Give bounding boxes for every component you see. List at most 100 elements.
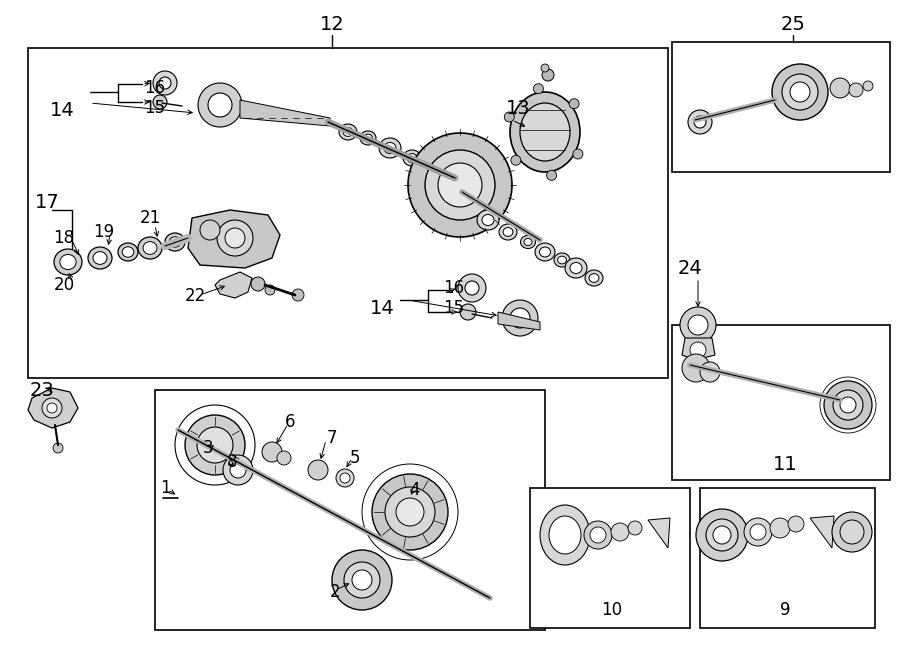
Circle shape <box>542 69 554 81</box>
Ellipse shape <box>520 235 536 249</box>
Circle shape <box>230 462 246 478</box>
Circle shape <box>438 163 482 207</box>
Ellipse shape <box>143 242 157 254</box>
Ellipse shape <box>499 224 517 240</box>
Circle shape <box>153 95 167 109</box>
Text: 15: 15 <box>444 299 464 317</box>
Circle shape <box>790 82 810 102</box>
Circle shape <box>262 442 282 462</box>
Circle shape <box>863 81 873 91</box>
Text: 20: 20 <box>53 276 75 294</box>
Bar <box>28 48 668 378</box>
Ellipse shape <box>93 252 107 264</box>
Circle shape <box>265 285 275 295</box>
Ellipse shape <box>482 215 494 225</box>
Circle shape <box>47 403 57 413</box>
Ellipse shape <box>585 270 603 286</box>
Ellipse shape <box>503 227 513 237</box>
Circle shape <box>385 487 435 537</box>
Text: 2: 2 <box>329 583 340 601</box>
Circle shape <box>502 300 538 336</box>
Polygon shape <box>648 518 670 548</box>
Ellipse shape <box>343 128 353 136</box>
Ellipse shape <box>138 237 162 259</box>
Circle shape <box>788 516 804 532</box>
Circle shape <box>772 64 828 120</box>
Circle shape <box>53 443 63 453</box>
Text: 17: 17 <box>34 192 59 212</box>
Text: 14: 14 <box>370 299 394 317</box>
Circle shape <box>700 362 720 382</box>
Polygon shape <box>240 100 330 126</box>
Circle shape <box>42 398 62 418</box>
Text: 9: 9 <box>779 601 790 619</box>
Ellipse shape <box>60 254 76 270</box>
Circle shape <box>223 455 253 485</box>
Circle shape <box>159 77 171 89</box>
Ellipse shape <box>165 233 185 251</box>
Ellipse shape <box>477 210 499 230</box>
Circle shape <box>744 518 772 546</box>
Circle shape <box>425 150 495 220</box>
Text: 19: 19 <box>94 223 114 241</box>
Circle shape <box>292 289 304 301</box>
Bar <box>672 325 890 480</box>
Circle shape <box>713 526 731 544</box>
Circle shape <box>833 390 863 420</box>
Circle shape <box>849 83 863 97</box>
Text: 25: 25 <box>780 15 806 34</box>
Polygon shape <box>215 272 252 298</box>
Bar <box>530 488 690 628</box>
Circle shape <box>200 220 220 240</box>
Text: 15: 15 <box>144 99 166 117</box>
Text: 8: 8 <box>227 453 238 471</box>
Circle shape <box>460 304 476 320</box>
Circle shape <box>832 512 872 552</box>
Ellipse shape <box>88 247 112 269</box>
Text: 10: 10 <box>601 601 623 619</box>
Ellipse shape <box>549 516 581 554</box>
Text: 4: 4 <box>410 481 420 499</box>
Ellipse shape <box>535 243 555 261</box>
Circle shape <box>840 520 864 544</box>
Circle shape <box>504 112 514 122</box>
Ellipse shape <box>524 239 532 246</box>
Circle shape <box>308 460 328 480</box>
Text: 13: 13 <box>506 98 530 118</box>
Ellipse shape <box>554 253 570 267</box>
Ellipse shape <box>364 134 373 142</box>
Circle shape <box>590 527 606 543</box>
Circle shape <box>546 171 556 180</box>
Ellipse shape <box>520 103 570 161</box>
Text: 7: 7 <box>327 429 338 447</box>
Circle shape <box>511 155 521 165</box>
Circle shape <box>185 415 245 475</box>
Circle shape <box>534 84 544 94</box>
Ellipse shape <box>565 258 587 278</box>
Circle shape <box>277 451 291 465</box>
Ellipse shape <box>379 138 401 158</box>
Text: 6: 6 <box>284 413 295 431</box>
Bar <box>155 390 545 630</box>
Polygon shape <box>498 312 540 330</box>
Circle shape <box>372 474 448 550</box>
Ellipse shape <box>122 247 134 257</box>
Circle shape <box>396 498 424 526</box>
Circle shape <box>782 74 818 110</box>
Circle shape <box>569 98 579 108</box>
Ellipse shape <box>539 247 551 257</box>
Circle shape <box>332 550 392 610</box>
Ellipse shape <box>118 243 138 261</box>
Text: 16: 16 <box>444 279 464 297</box>
Circle shape <box>830 78 850 98</box>
Circle shape <box>251 277 265 291</box>
Circle shape <box>208 93 232 117</box>
Circle shape <box>465 281 479 295</box>
Circle shape <box>824 381 872 429</box>
Circle shape <box>573 149 583 159</box>
Circle shape <box>340 473 350 483</box>
Circle shape <box>541 64 549 72</box>
Text: 5: 5 <box>350 449 360 467</box>
Circle shape <box>336 469 354 487</box>
Circle shape <box>628 521 642 535</box>
